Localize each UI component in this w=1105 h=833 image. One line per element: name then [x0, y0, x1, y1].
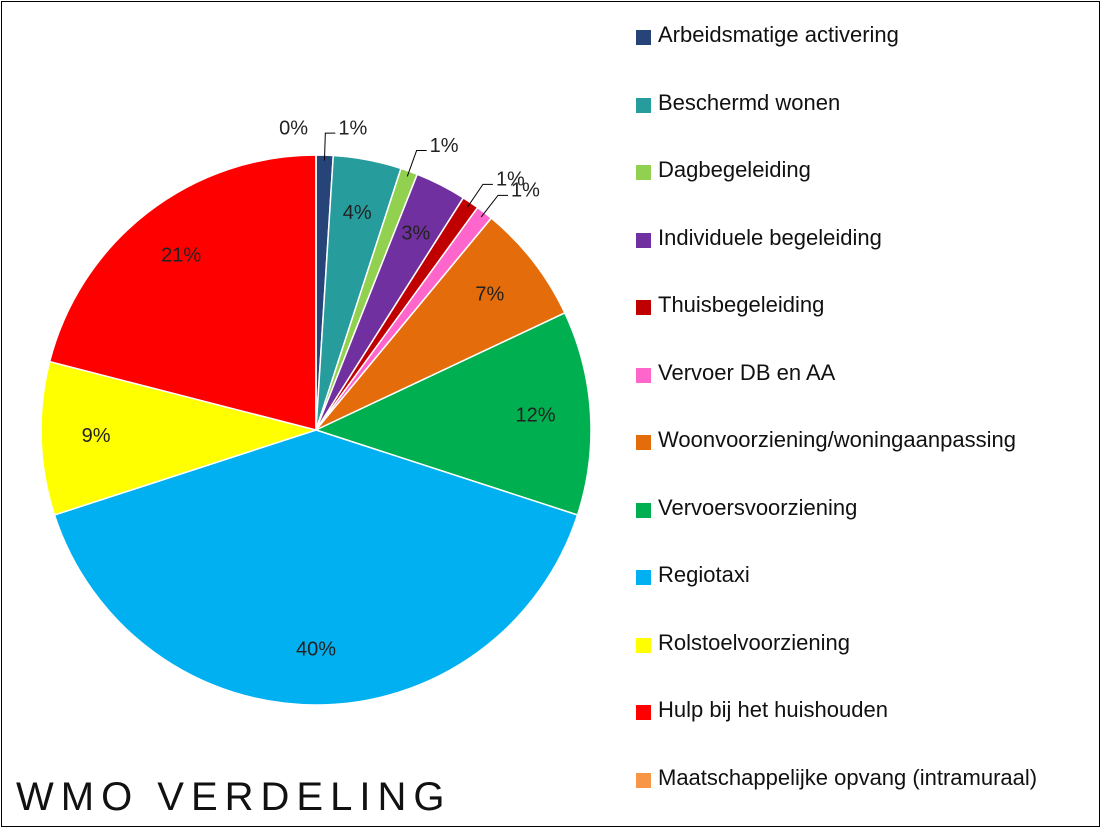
legend-swatch [636, 502, 651, 518]
legend-swatch [636, 300, 651, 315]
data-label: 1% [338, 117, 367, 139]
legend-swatch [636, 705, 651, 720]
data-label: 12% [516, 404, 556, 426]
data-label: 9% [82, 425, 111, 447]
data-label: 7% [475, 283, 504, 305]
legend-swatch [636, 97, 651, 113]
legend-swatch [636, 637, 651, 653]
legend-entry: Vervoer DB en AA [636, 358, 1086, 426]
legend-entry: Regiotaxi [636, 560, 1086, 628]
data-label: 3% [401, 222, 430, 244]
legend-entry: Hulp bij het huishouden [636, 695, 1086, 763]
chart-title: WMO VERDELING [16, 775, 452, 819]
legend-swatch [636, 30, 651, 45]
legend-label: Regiotaxi [658, 562, 750, 587]
legend-swatch [636, 435, 651, 450]
legend-label: Maatschappelijke opvang (intramuraal) [658, 764, 1038, 790]
legend-label: Individuele begeleiding [658, 224, 882, 250]
legend-label: Arbeidsmatige activering [658, 22, 899, 47]
legend-entry: Rolstoelvoorziening [636, 628, 1086, 696]
legend-entry: Arbeidsmatige activering [636, 20, 1086, 88]
legend: Arbeidsmatige activering Beschermd wonen D… [636, 20, 1086, 830]
data-label: 1% [430, 135, 459, 157]
legend-entry: Maatschappelijke opvang (intramuraal) [636, 763, 1086, 831]
legend-label: Hulp bij het huishouden [658, 697, 888, 722]
legend-swatch [636, 165, 651, 180]
legend-entry: Woonvoorziening/woningaanpassing [636, 425, 1086, 493]
legend-label: Vervoersvoorziening [658, 494, 858, 520]
leader-line [323, 132, 336, 161]
legend-label: Thuisbegeleiding [658, 292, 825, 317]
data-label: 1% [496, 169, 525, 191]
data-label: 1% [511, 180, 540, 202]
data-label: 21% [161, 244, 201, 266]
leader-line [406, 150, 427, 177]
pie-slice [53, 429, 579, 706]
legend-swatch [636, 570, 651, 585]
data-label: 40% [296, 638, 336, 660]
data-label: 4% [343, 202, 372, 224]
pie-slice [48, 154, 317, 431]
legend-swatch [636, 367, 651, 383]
legend-label: Vervoer DB en AA [658, 359, 836, 385]
chart: 1%4%1%3%1%1%7%12%40%9%21%0% [40, 117, 592, 706]
data-label: 0% [279, 117, 308, 139]
pie-slice [40, 360, 319, 516]
legend-label: Woonvoorziening/woningaanpassing [658, 427, 1016, 452]
legend-entry: Vervoersvoorziening [636, 493, 1086, 561]
legend-swatch [636, 772, 651, 788]
legend-label: Rolstoelvoorziening [658, 629, 850, 655]
legend-entry: Individuele begeleiding [636, 223, 1086, 291]
pie-slice [315, 217, 566, 431]
legend-entry: Thuisbegeleiding [636, 290, 1086, 358]
legend-entry: Dagbegeleiding [636, 155, 1086, 223]
legend-label: Dagbegeleiding [658, 157, 811, 182]
legend-entry: Beschermd wonen [636, 88, 1086, 156]
legend-label: Beschermd wonen [658, 89, 841, 115]
legend-swatch [636, 232, 651, 248]
pie-slice [313, 311, 592, 516]
leader-line [467, 183, 493, 208]
leader-line [480, 194, 509, 218]
